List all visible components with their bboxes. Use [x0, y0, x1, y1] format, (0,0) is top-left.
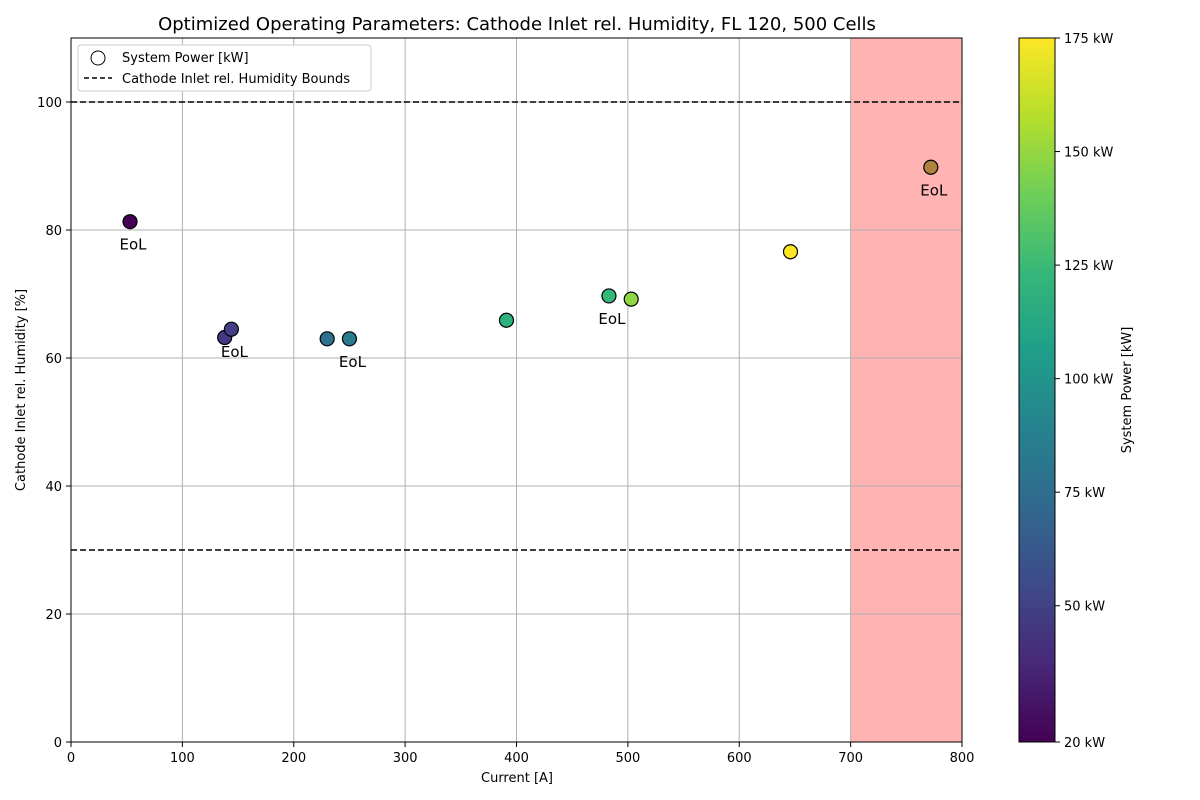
y-tick-label: 40: [45, 480, 62, 495]
data-point: [782, 244, 799, 260]
data-point: [498, 312, 515, 328]
colorbar-tick-label: 50 kW: [1064, 600, 1105, 615]
x-tick-label: 300: [393, 751, 418, 766]
data-point: [341, 331, 358, 347]
legend-label-bounds: Cathode Inlet rel. Humidity Bounds: [122, 72, 350, 87]
data-point: [923, 159, 939, 175]
legend: System Power [kW] Cathode Inlet rel. Hum…: [77, 44, 372, 92]
legend-label-power: System Power [kW]: [122, 51, 249, 66]
y-axis-ticks: 0 20 40 60 80 100: [37, 96, 71, 751]
colorbar-tick-label: 125 kW: [1064, 259, 1113, 274]
y-tick-label: 20: [45, 608, 62, 623]
x-tick-label: 800: [950, 751, 975, 766]
chart-title: Optimized Operating Parameters: Cathode …: [158, 14, 876, 35]
colorbar-ticks: 20 kW 50 kW 75 kW 100 kW 125 kW 150 kW 175 kW: [1055, 32, 1113, 751]
x-tick-label: 500: [615, 751, 640, 766]
y-tick-label: 80: [45, 224, 62, 239]
y-tick-label: 60: [45, 352, 62, 367]
colorbar-tick-label: 100 kW: [1064, 373, 1113, 388]
x-tick-label: 600: [727, 751, 752, 766]
y-tick-label: 100: [37, 96, 62, 111]
point-label-eol: EoL: [598, 310, 626, 328]
point-label-eol: EoL: [221, 343, 249, 361]
x-axis-label: Current [A]: [481, 771, 553, 786]
colorbar-tick-label: 175 kW: [1064, 32, 1113, 47]
data-point: [122, 214, 138, 230]
x-tick-label: 400: [504, 751, 529, 766]
colorbar-tick-label: 20 kW: [1064, 736, 1105, 751]
x-tick-label: 700: [838, 751, 863, 766]
y-tick-label: 0: [54, 736, 62, 751]
data-point: [601, 288, 617, 304]
x-tick-label: 100: [170, 751, 195, 766]
data-point: [623, 291, 639, 307]
point-labels: EoL EoL EoL EoL EoL: [120, 181, 948, 371]
x-tick-label: 200: [281, 751, 306, 766]
data-point: [223, 321, 239, 337]
colorbar-bar: [1018, 37, 1056, 743]
point-label-eol: EoL: [120, 236, 148, 254]
data-point: [319, 331, 335, 347]
infeasible-region: [850, 38, 962, 742]
x-tick-label: 0: [67, 751, 75, 766]
data-points: [122, 159, 939, 347]
colorbar-label: System Power [kW]: [1120, 327, 1135, 454]
colorbar-tick-label: 150 kW: [1064, 146, 1113, 161]
point-label-eol: EoL: [920, 181, 948, 199]
colorbar-tick-label: 75 kW: [1064, 486, 1105, 501]
humidity-bounds: [71, 101, 962, 551]
y-axis-label: Cathode Inlet rel. Humidity [%]: [14, 289, 29, 491]
legend-marker-circle: [90, 50, 106, 66]
x-axis-ticks: 0 100 200 300 400 500 600 700 800: [67, 742, 975, 766]
point-label-eol: EoL: [339, 353, 367, 371]
